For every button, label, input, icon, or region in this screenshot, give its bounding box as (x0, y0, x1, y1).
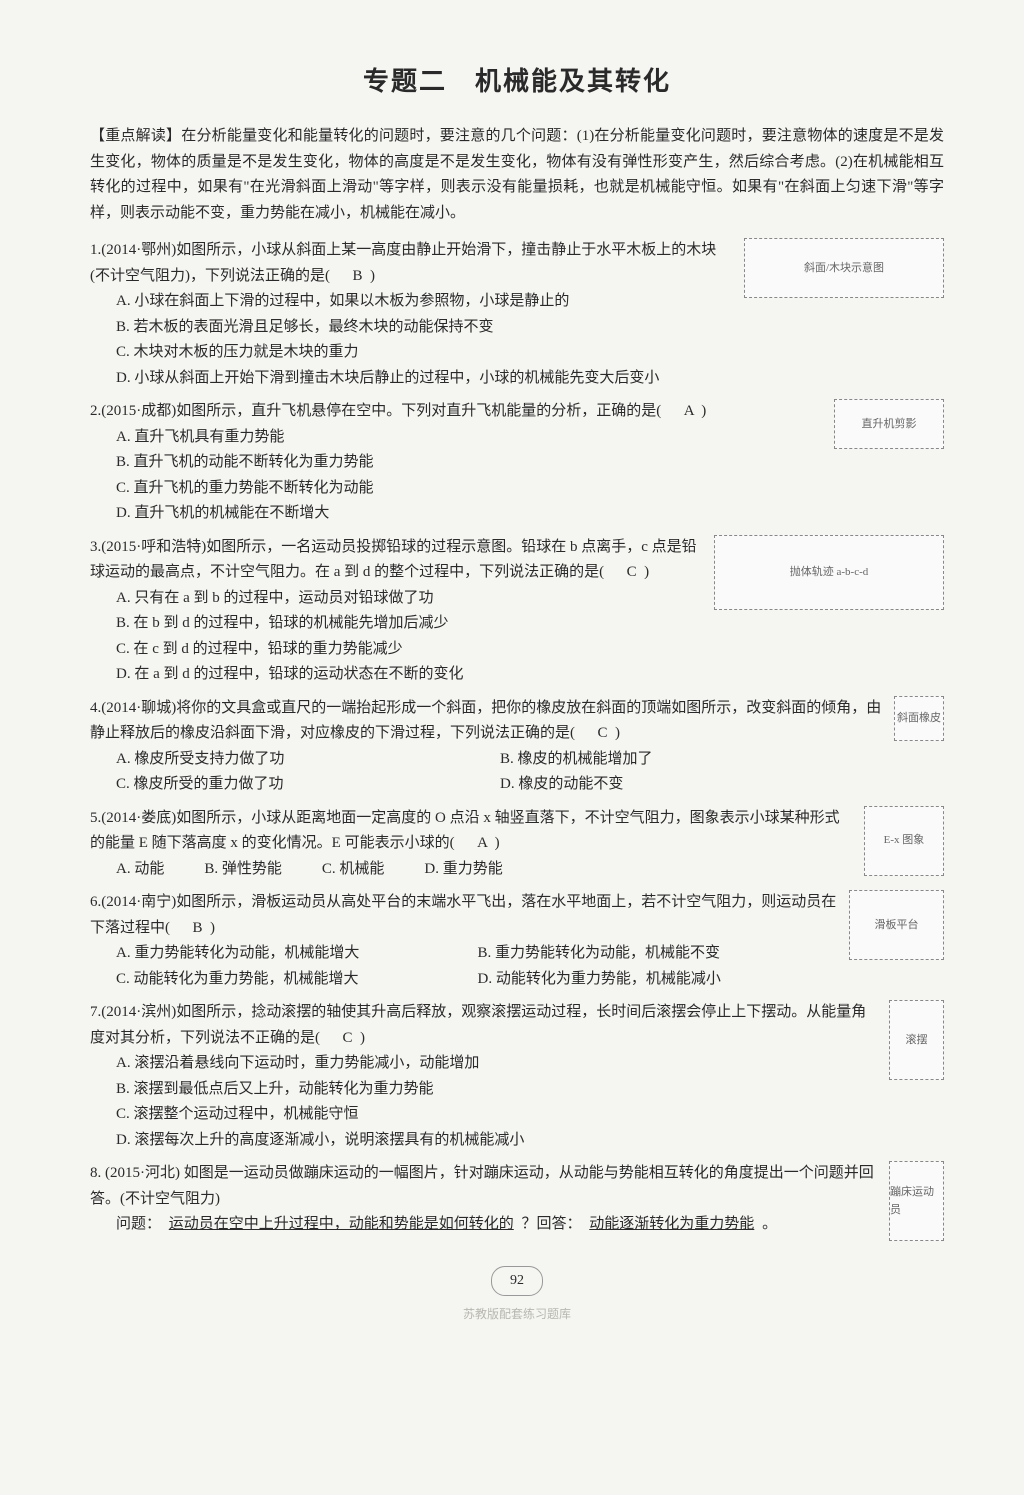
q-source: (2014·娄底) (101, 810, 176, 826)
option: C. 滚摆整个运动过程中，机械能守恒 (116, 1102, 879, 1128)
q-source: (2015·呼和浩特) (101, 539, 206, 555)
question-figure: 斜面/木块示意图 (744, 238, 944, 298)
q-source: (2014·鄂州) (101, 242, 176, 258)
q-stem: 如图所示，捻动滚摆的轴使其升高后释放，观察滚摆运动过程，长时间后滚摆会停止上下摆… (90, 1004, 866, 1046)
question-5: 5.(2014·娄底)如图所示，小球从距离地面一定高度的 O 点沿 x 轴竖直落… (90, 806, 944, 883)
page-number: 92 (491, 1266, 543, 1296)
question-figure: E-x 图象 (864, 806, 944, 876)
question-2: 2.(2015·成都)如图所示，直升飞机悬停在空中。下列对直升飞机能量的分析，正… (90, 399, 944, 527)
q-source: (2014·滨州) (101, 1004, 176, 1020)
q-stem: 如图所示，直升飞机悬停在空中。下列对直升飞机能量的分析，正确的是( (176, 403, 661, 419)
q8-figure: 蹦床运动员 (889, 1161, 944, 1241)
option: B. 直升飞机的动能不断转化为重力势能 (116, 450, 824, 476)
option: A. 橡皮所受支持力做了功 (116, 747, 500, 773)
q-answer: B (330, 264, 370, 290)
q-close: ) (495, 835, 500, 851)
option: A. 小球在斜面上下滑的过程中，如果以木板为参照物，小球是静止的 (116, 289, 734, 315)
question-1: 1.(2014·鄂州)如图所示，小球从斜面上某一高度由静止开始滑下，撞击静止于水… (90, 238, 944, 391)
page-number-wrap: 92 (90, 1266, 944, 1296)
q-source: (2015·成都) (101, 403, 176, 419)
q-answer: B (170, 916, 210, 942)
option: B. 弹性势能 (204, 857, 282, 883)
option: B. 若木板的表面光滑且足够长，最终木块的动能保持不变 (116, 315, 734, 341)
question-4: 4.(2014·聊城)将你的文具盒或直尺的一端抬起形成一个斜面，把你的橡皮放在斜… (90, 696, 944, 798)
question-3: 3.(2015·呼和浩特)如图所示，一名运动员投掷铅球的过程示意图。铅球在 b … (90, 535, 944, 688)
q-stem: 如图所示，小球从斜面上某一高度由静止开始滑下，撞击静止于水平木板上的木块(不计空… (90, 242, 716, 284)
question-figure: 斜面橡皮 (894, 696, 944, 741)
q8-num: 8. (90, 1165, 101, 1181)
q-answer: A (455, 831, 495, 857)
q-close: ) (360, 1030, 365, 1046)
q8-answer-label: ？回答： (522, 1216, 582, 1232)
q-number: 3. (90, 539, 101, 555)
option: C. 直升飞机的重力势能不断转化为动能 (116, 476, 824, 502)
option: B. 重力势能转化为动能，机械能不变 (478, 941, 840, 967)
q-number: 1. (90, 242, 101, 258)
q-answer: C (575, 721, 615, 747)
q-source: (2014·聊城) (101, 700, 176, 716)
q-stem: 将你的文具盒或直尺的一端抬起形成一个斜面，把你的橡皮放在斜面的顶端如图所示，改变… (90, 700, 881, 742)
q8-stem: 如图是一运动员做蹦床运动的一幅图片，针对蹦床运动，从动能与势能相互转化的角度提出… (90, 1165, 874, 1207)
question-figure: 滑板平台 (849, 890, 944, 960)
option: B. 滚摆到最低点后又上升，动能转化为重力势能 (116, 1077, 879, 1103)
option: D. 橡皮的动能不变 (500, 772, 884, 798)
q-close: ) (701, 403, 706, 419)
q-source: (2014·南宁) (101, 894, 176, 910)
question-figure: 直升机剪影 (834, 399, 944, 449)
option: B. 在 b 到 d 的过程中，铅球的机械能先增加后减少 (116, 611, 704, 637)
q-number: 4. (90, 700, 101, 716)
q8-source: (2015·河北) (105, 1165, 180, 1181)
q-close: ) (615, 725, 620, 741)
option: D. 动能转化为重力势能，机械能减小 (478, 967, 840, 993)
q-number: 5. (90, 810, 101, 826)
option: A. 滚摆沿着悬线向下运动时，重力势能减小，动能增加 (116, 1051, 879, 1077)
option: B. 橡皮的机械能增加了 (500, 747, 884, 773)
q-number: 7. (90, 1004, 101, 1020)
q-close: ) (370, 268, 375, 284)
question-7: 7.(2014·滨州)如图所示，捻动滚摆的轴使其升高后释放，观察滚摆运动过程，长… (90, 1000, 944, 1153)
q-answer: C (604, 560, 644, 586)
q8-question-label: 问题： (116, 1216, 161, 1232)
question-8: 8. (2015·河北) 如图是一运动员做蹦床运动的一幅图片，针对蹦床运动，从动… (90, 1161, 944, 1241)
option: C. 木块对木板的压力就是木块的重力 (116, 340, 734, 366)
option: A. 直升飞机具有重力势能 (116, 425, 824, 451)
q-answer: A (661, 399, 701, 425)
q-close: ) (210, 920, 215, 936)
q-number: 6. (90, 894, 101, 910)
option: C. 机械能 (322, 857, 385, 883)
option: A. 重力势能转化为动能，机械能增大 (116, 941, 478, 967)
question-6: 6.(2014·南宁)如图所示，滑板运动员从高处平台的末端水平飞出，落在水平地面… (90, 890, 944, 992)
option: A. 只有在 a 到 b 的过程中，运动员对铅球做了功 (116, 586, 704, 612)
q8-period: 。 (762, 1216, 777, 1232)
question-figure: 滚摆 (889, 1000, 944, 1080)
option: D. 在 a 到 d 的过程中，铅球的运动状态在不断的变化 (116, 662, 704, 688)
question-figure: 抛体轨迹 a-b-c-d (714, 535, 944, 610)
q8-answer-fill: 动能逐渐转化为重力势能 (585, 1216, 758, 1232)
intro-paragraph: 【重点解读】在分析能量变化和能量转化的问题时，要注意的几个问题：(1)在分析能量… (90, 124, 944, 226)
option: C. 橡皮所受的重力做了功 (116, 772, 500, 798)
option: D. 重力势能 (424, 857, 502, 883)
q8-question-fill: 运动员在空中上升过程中，动能和势能是如何转化的 (165, 1216, 518, 1232)
page-title: 专题二 机械能及其转化 (90, 60, 944, 104)
q-close: ) (644, 564, 649, 580)
watermark-text: 苏教版配套练习题库 (90, 1304, 944, 1324)
option: C. 动能转化为重力势能，机械能增大 (116, 967, 478, 993)
option: D. 滚摆每次上升的高度逐渐减小，说明滚摆具有的机械能减小 (116, 1128, 879, 1154)
q-number: 2. (90, 403, 101, 419)
option: A. 动能 (116, 857, 164, 883)
option: D. 直升飞机的机械能在不断增大 (116, 501, 824, 527)
option: D. 小球从斜面上开始下滑到撞击木块后静止的过程中，小球的机械能先变大后变小 (116, 366, 734, 392)
option: C. 在 c 到 d 的过程中，铅球的重力势能减少 (116, 637, 704, 663)
q-answer: C (320, 1026, 360, 1052)
